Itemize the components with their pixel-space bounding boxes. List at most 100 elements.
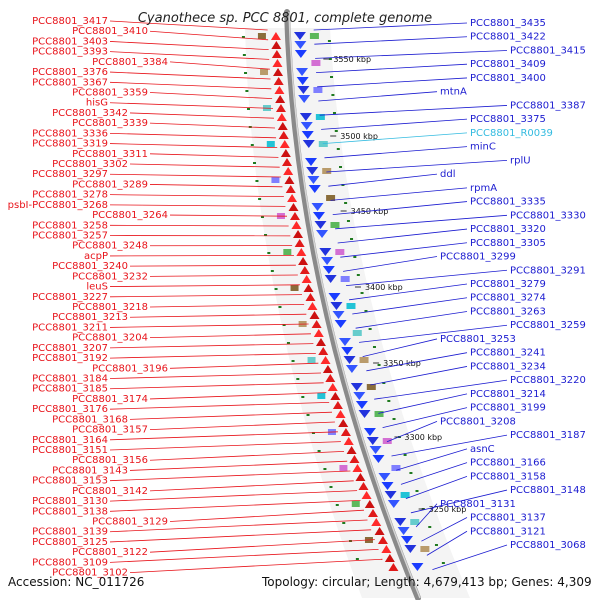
left-gene-label[interactable]: PCC8801_3232 — [72, 271, 148, 282]
left-gene-label[interactable]: PCC8801_3218 — [72, 302, 148, 313]
right-gene-label[interactable]: PCC8801_3199 — [470, 403, 546, 414]
left-gene-label[interactable]: PCC8801_3125 — [32, 537, 108, 548]
left-gene-label[interactable]: PCC8801_3153 — [32, 476, 108, 487]
left-gene-label[interactable]: PCC8801_3151 — [32, 445, 108, 456]
right-gene-label[interactable]: PCC8801_3121 — [470, 526, 546, 537]
left-gene-label[interactable]: PCC8801_3130 — [32, 496, 108, 507]
right-gene-label[interactable]: PCC8801_3187 — [510, 430, 586, 441]
left-gene-label[interactable]: PCC8801_3176 — [32, 404, 108, 415]
right-gene-label[interactable]: PCC8801_3387 — [510, 100, 586, 111]
position-tick-label: 3250 kbp — [429, 505, 467, 514]
left-gene-label[interactable]: PCC8801_3289 — [72, 179, 148, 190]
left-gene-label[interactable]: psbI-PCC8801_3268 — [8, 200, 108, 211]
right-gene-label[interactable]: PCC8801_3137 — [470, 513, 546, 524]
right-gene-label[interactable]: PCC8801_3415 — [510, 45, 586, 56]
left-gene-label[interactable]: PCC8801_3207 — [32, 343, 108, 354]
left-gene-label[interactable]: PCC8801_3264 — [92, 210, 168, 221]
left-gene-label[interactable]: PCC8801_3417 — [32, 16, 108, 27]
left-gene-label[interactable]: PCC8801_3278 — [32, 190, 108, 201]
left-gene-label[interactable]: PCC8801_3211 — [32, 322, 108, 333]
left-gene-label[interactable]: PCC8801_3139 — [32, 527, 108, 538]
left-gene-label[interactable]: hisG — [86, 98, 108, 109]
left-gene-label[interactable]: PCC8801_3319 — [32, 139, 108, 150]
left-gene-label[interactable]: PCC8801_3257 — [32, 231, 108, 242]
left-gene-label[interactable]: PCC8801_3376 — [32, 67, 108, 78]
right-gene-label[interactable]: PCC8801_3131 — [440, 499, 516, 510]
left-gene-label[interactable]: PCC8801_3168 — [52, 414, 128, 425]
left-gene-label[interactable]: PCC8801_3339 — [72, 118, 148, 129]
right-gene-label[interactable]: PCC8801_3320 — [470, 224, 546, 235]
right-gene-label[interactable]: PCC8801_3241 — [470, 348, 546, 359]
right-gene-label[interactable]: PCC8801_3305 — [470, 238, 546, 249]
left-gene-label[interactable]: PCC8801_3258 — [32, 220, 108, 231]
left-gene-label[interactable]: PCC8801_3240 — [52, 261, 128, 272]
left-gene-label[interactable]: PCC8801_3156 — [72, 455, 148, 466]
right-gene-label[interactable]: PCC8801_3208 — [440, 416, 516, 427]
right-gene-label[interactable]: rpmA — [470, 183, 497, 194]
right-gene-label[interactable]: PCC8801_3068 — [510, 540, 586, 551]
right-gene-label[interactable]: minC — [470, 142, 496, 153]
left-gene-label[interactable]: PCC8801_3248 — [72, 241, 148, 252]
right-gene-label[interactable]: PCC8801_3400 — [470, 73, 546, 84]
left-gene-label[interactable]: PCC8801_3336 — [32, 128, 108, 139]
right-gene-label[interactable]: PCC8801_3158 — [470, 471, 546, 482]
right-gene-label[interactable]: PCC8801_3274 — [470, 293, 546, 304]
right-gene-label[interactable]: mtnA — [440, 87, 467, 98]
right-gene-label[interactable]: PCC8801_3291 — [510, 265, 586, 276]
right-gene-label[interactable]: PCC8801_3234 — [470, 361, 546, 372]
right-gene-label[interactable]: PCC8801_3330 — [510, 210, 586, 221]
right-gene-label[interactable]: PCC8801_R0039 — [470, 128, 553, 139]
left-gene-label[interactable]: PCC8801_3142 — [72, 486, 148, 497]
right-leader-line — [352, 297, 468, 315]
reverse-gene-arrow — [381, 482, 394, 490]
right-gene-label[interactable]: PCC8801_3259 — [510, 320, 586, 331]
right-gene-label[interactable]: PCC8801_3409 — [470, 59, 546, 70]
right-gene-label[interactable]: PCC8801_3422 — [470, 32, 546, 43]
left-gene-label[interactable]: PCC8801_3157 — [72, 425, 148, 436]
left-gene-label[interactable]: PCC8801_3196 — [92, 363, 168, 374]
right-gene-label[interactable]: PCC8801_3375 — [470, 114, 546, 125]
left-gene-label[interactable]: PCC8801_3227 — [32, 292, 108, 303]
right-gene-label[interactable]: asnC — [470, 444, 495, 455]
forward-gene-arrow — [313, 329, 324, 337]
left-gene-label[interactable]: PCC8801_3129 — [92, 517, 168, 528]
right-gene-label[interactable]: PCC8801_3279 — [470, 279, 546, 290]
left-gene-label[interactable]: PCC8801_3342 — [52, 108, 128, 119]
right-gene-label[interactable]: PCC8801_3253 — [440, 334, 516, 345]
left-gene-label[interactable]: PCC8801_3122 — [72, 547, 148, 558]
right-gene-label[interactable]: PCC8801_3335 — [470, 197, 546, 208]
left-gene-label[interactable]: PCC8801_3410 — [72, 26, 148, 37]
left-gene-label[interactable]: PCC8801_3359 — [72, 88, 148, 99]
left-gene-label[interactable]: PCC8801_3297 — [32, 169, 108, 180]
left-gene-label[interactable]: PCC8801_3138 — [32, 506, 108, 517]
left-gene-label[interactable]: PCC8801_3213 — [52, 312, 128, 323]
left-gene-label[interactable]: PCC8801_3164 — [32, 435, 108, 446]
left-gene-label[interactable]: PCC8801_3367 — [32, 77, 108, 88]
left-gene-label[interactable]: PCC8801_3102 — [52, 568, 128, 579]
left-gene-label[interactable]: PCC8801_3384 — [92, 57, 168, 68]
right-gene-label[interactable]: PCC8801_3148 — [510, 485, 586, 496]
left-gene-label[interactable]: leuS — [86, 282, 108, 293]
right-gene-label[interactable]: PCC8801_3263 — [470, 306, 546, 317]
left-gene-label[interactable]: PCC8801_3185 — [32, 384, 108, 395]
right-gene-label[interactable]: ddl — [440, 169, 455, 180]
cds-tick — [253, 162, 257, 164]
left-gene-label[interactable]: PCC8801_3143 — [52, 465, 128, 476]
left-gene-label[interactable]: PCC8801_3393 — [32, 47, 108, 58]
right-gene-label[interactable]: PCC8801_3214 — [470, 389, 546, 400]
left-gene-label[interactable]: PCC8801_3109 — [32, 557, 108, 568]
left-gene-label[interactable]: acpP — [84, 251, 108, 262]
left-gene-label[interactable]: PCC8801_3192 — [32, 353, 108, 364]
right-gene-label[interactable]: PCC8801_3166 — [470, 458, 546, 469]
left-gene-label[interactable]: PCC8801_3311 — [72, 149, 148, 160]
right-gene-label[interactable]: PCC8801_3435 — [470, 18, 546, 29]
right-leader-line — [317, 77, 468, 88]
right-gene-label[interactable]: PCC8801_3220 — [510, 375, 586, 386]
left-gene-label[interactable]: PCC8801_3174 — [72, 394, 148, 405]
right-gene-label[interactable]: rplU — [510, 155, 531, 166]
left-gene-label[interactable]: PCC8801_3204 — [72, 333, 148, 344]
left-gene-label[interactable]: PCC8801_3403 — [32, 36, 108, 47]
left-gene-label[interactable]: PCC8801_3184 — [32, 374, 108, 385]
right-gene-label[interactable]: PCC8801_3299 — [440, 252, 516, 263]
left-gene-label[interactable]: PCC8801_3302 — [52, 159, 128, 170]
